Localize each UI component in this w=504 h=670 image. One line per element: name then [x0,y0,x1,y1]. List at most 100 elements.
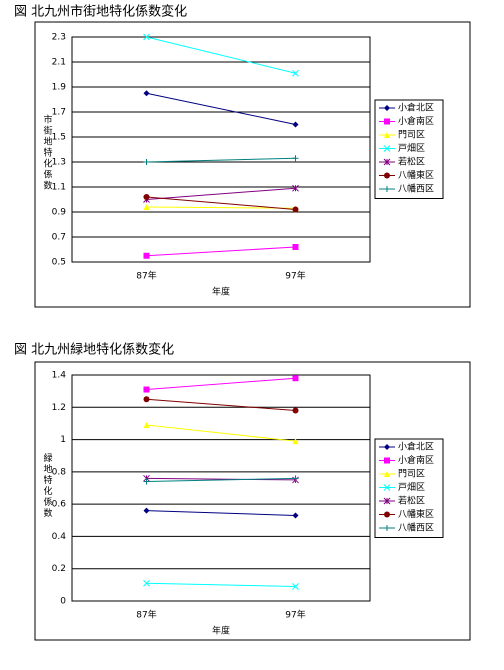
series-line [146,92,296,125]
series-line [146,377,296,391]
y-tick-label: 0.4 [52,532,67,542]
legend-label: 八幡東区 [398,169,434,181]
y-tick-label: 1.1 [52,183,66,193]
marker-shape [384,444,390,450]
marker [384,444,390,450]
marker-shape [383,145,391,152]
marker-shape [384,132,390,138]
marker-shape [384,457,390,464]
legend-label: 門司区 [398,469,425,480]
marker [384,457,390,464]
marker-shape [143,422,150,429]
marker-shape [292,438,299,445]
legend-label: 戸畑区 [398,142,425,154]
legend-label: 小倉北区 [398,102,434,114]
marker-shape [383,497,391,505]
y-tick-label: 1.9 [52,83,67,93]
marker [292,375,299,382]
marker [143,90,150,97]
marker-shape [292,155,299,162]
marker [292,407,299,414]
marker [292,583,299,590]
series-line [146,582,296,587]
y-tick-label: 1.7 [52,108,66,118]
legend-label: 小倉南区 [398,454,434,466]
marker-shape [292,69,299,77]
marker [384,511,390,518]
marker [292,121,299,128]
marker [143,422,150,429]
x-axis-label: 年度 [212,286,230,298]
marker-shape [384,105,390,111]
legend-box [374,99,444,199]
marker-shape [143,252,150,259]
marker-shape [143,194,150,200]
chart-title: 図 北九州緑地特化係数変化 [14,342,174,358]
marker [383,158,391,166]
marker [292,475,299,482]
marker [384,186,390,192]
marker [143,396,150,403]
y-tick-label: 0.6 [52,500,67,510]
series-line [146,196,296,210]
marker-shape [383,158,391,166]
x-tick-label: 87年 [136,270,156,282]
marker [383,145,391,152]
marker-shape [143,396,150,403]
marker [292,184,299,192]
x-axis-label: 年度 [212,625,230,637]
marker-shape [143,386,150,393]
marker-shape [143,478,150,485]
legend-label: 若松区 [398,156,425,168]
x-tick-label: 87年 [136,609,156,621]
plot-border [71,36,371,263]
marker [384,471,390,477]
marker [292,512,299,519]
marker [383,484,391,491]
marker-shape [143,579,150,587]
y-tick-label: 0.7 [52,233,66,243]
marker [292,69,299,77]
y-tick-label: 0.9 [52,208,67,218]
marker-shape [292,583,299,590]
marker [384,525,390,531]
marker [143,159,150,165]
legend-label: 戸畑区 [398,481,425,493]
series-line [146,157,296,163]
series-line [146,477,296,481]
marker-shape [292,512,299,519]
marker-shape [143,33,150,41]
y-tick-label: 0.8 [52,467,67,477]
marker-shape [292,184,299,192]
marker [143,579,150,587]
marker [384,118,390,125]
y-tick-label: 2.3 [52,33,66,43]
series-line [146,36,296,74]
y-tick-label: 2.1 [52,58,66,68]
y-tick-label: 0.5 [52,258,66,268]
chart-title: 図 北九州市街地特化係数変化 [14,4,187,20]
marker [143,204,150,210]
marker-shape [143,159,150,165]
marker [143,194,150,200]
series-line [146,187,296,200]
marker-shape [292,121,299,128]
y-tick-label: 1.4 [52,371,67,381]
marker [143,33,150,41]
y-tick-label: 0 [60,597,66,607]
series-line [146,206,296,209]
marker-shape [384,511,390,518]
marker [143,386,150,393]
y-tick-label: 0.2 [52,564,66,574]
marker [143,252,150,259]
y-tick-label: 1 [60,435,66,445]
marker-shape [143,90,150,97]
x-tick-label: 97年 [285,270,305,282]
y-axis-label: 緑地特化係数 [42,452,53,519]
marker [384,172,390,179]
legend-label: 八幡西区 [398,522,434,534]
marker-shape [384,525,390,531]
series-line [146,510,296,516]
legend-label: 八幡東区 [398,508,434,520]
